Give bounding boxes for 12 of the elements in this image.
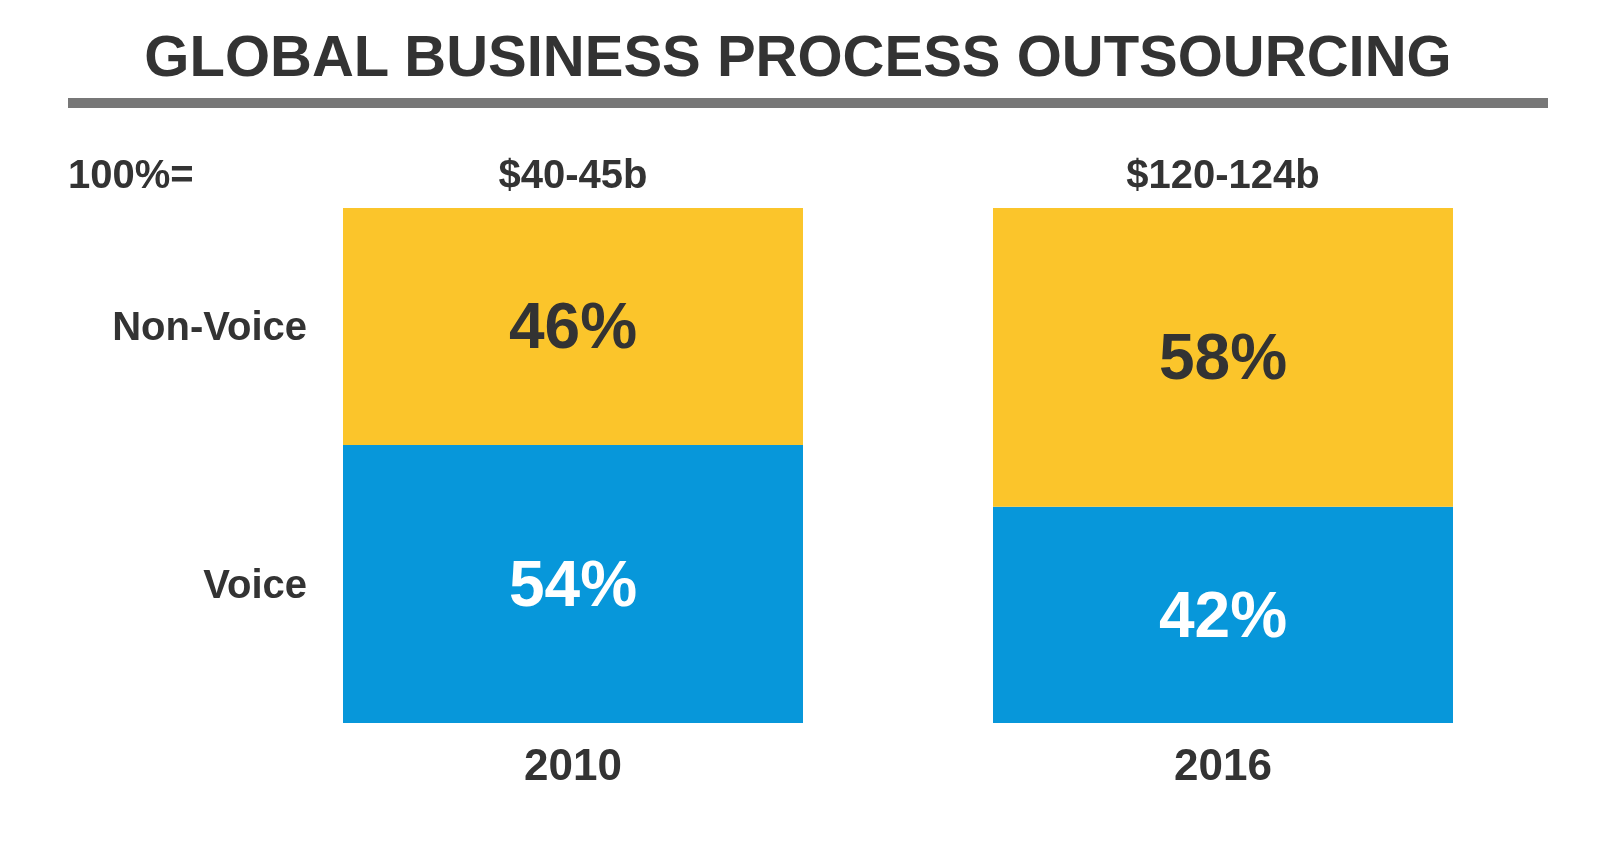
data-label: 46% (508, 290, 638, 363)
chart-title: GLOBAL BUSINESS PROCESS OUTSOURCING (143, 22, 1453, 90)
x-tick-label: 2016 (1174, 740, 1272, 790)
data-label: 42% (1158, 578, 1288, 651)
series-label: Non-Voice (112, 304, 307, 349)
total-label: $120-124b (1126, 152, 1320, 196)
total-label: $40-45b (498, 152, 648, 196)
data-label: 54% (508, 547, 638, 620)
series-label: Voice (203, 561, 307, 606)
x-tick-label: 2010 (524, 740, 622, 790)
text: 100%= (68, 152, 194, 196)
data-label: 58% (1158, 321, 1288, 394)
